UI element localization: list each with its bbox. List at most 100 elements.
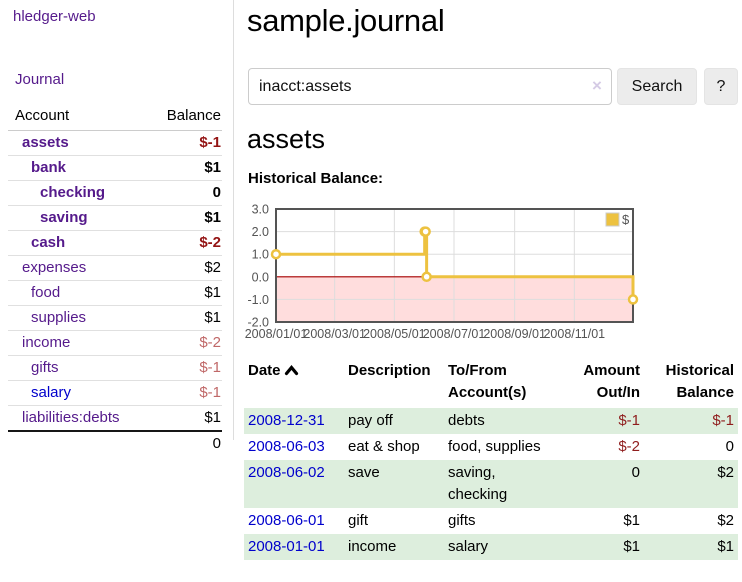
accounts-cell: food, supplies xyxy=(448,438,541,455)
date-cell: 2008-12-31 xyxy=(244,408,344,434)
account-balance: $2 xyxy=(145,255,222,281)
description-cell: income xyxy=(348,538,397,555)
sort-ascending-icon xyxy=(284,365,298,376)
register-header-historical: Historical Balance xyxy=(665,362,734,401)
sidebar-account-row: food $1 xyxy=(8,280,222,306)
account-link[interactable]: saving xyxy=(40,209,88,226)
account-balance: $1 xyxy=(145,405,222,431)
register-row: 2008-06-03 eat & shop food, supplies $-2 0 xyxy=(244,434,738,460)
amount-cell: 0 xyxy=(631,464,640,481)
account-name-cell: saving xyxy=(8,205,146,231)
nav-journal-link[interactable]: Journal xyxy=(15,71,65,88)
total-balance: 0 xyxy=(145,430,222,456)
legend-label: $ xyxy=(622,212,630,227)
sidebar-account-row: checking 0 xyxy=(8,180,222,206)
svg-text:2.0: 2.0 xyxy=(252,225,269,239)
svg-text:2008/03/01: 2008/03/01 xyxy=(303,327,366,341)
account-balance: 0 xyxy=(145,180,222,206)
register-header-amount: Amount Out/In xyxy=(583,362,640,401)
search-button[interactable]: Search xyxy=(617,68,697,105)
account-link[interactable]: checking xyxy=(40,184,106,201)
historical-balance-chart: $3.0 2.0 1.0 0.0 -1.0 -2.02008/01/012008/03/0… xyxy=(245,203,639,341)
amount-cell: $-2 xyxy=(618,438,640,455)
accounts-table-header: Account Balance xyxy=(8,103,222,131)
account-link[interactable]: income xyxy=(22,334,71,351)
date-cell: 2008-06-03 xyxy=(244,434,344,460)
date-link[interactable]: 2008-06-02 xyxy=(248,464,325,481)
account-link[interactable]: salary xyxy=(31,384,72,401)
svg-text:-2.0: -2.0 xyxy=(247,316,269,330)
account-balance: $1 xyxy=(145,205,222,231)
description-cell: save xyxy=(348,464,380,481)
account-link[interactable]: bank xyxy=(31,159,67,176)
svg-text:2008/01/01: 2008/01/01 xyxy=(245,327,308,341)
svg-text:2008/07/01: 2008/07/01 xyxy=(423,327,486,341)
balance-cell: $-1 xyxy=(712,412,734,429)
register-header-tofrom: To/From Account(s) xyxy=(448,362,527,401)
svg-text:2008/09/01: 2008/09/01 xyxy=(483,327,546,341)
account-link[interactable]: assets xyxy=(22,134,69,151)
account-name-cell: checking xyxy=(8,180,146,206)
accounts-cell: saving, checking xyxy=(448,464,508,503)
accounts-cell: gifts xyxy=(448,512,476,529)
svg-text:3.0: 3.0 xyxy=(252,203,269,217)
sidebar-account-row: liabilities:debts $1 xyxy=(8,405,222,431)
svg-text:2008/11/01: 2008/11/01 xyxy=(543,327,605,341)
register-row: 2008-12-31 pay off debts $-1 $-1 xyxy=(244,408,738,434)
account-name-cell: cash xyxy=(8,230,146,256)
date-link[interactable]: 2008-06-03 xyxy=(248,438,325,455)
sidebar-account-row: expenses $2 xyxy=(8,255,222,281)
date-link[interactable]: 2008-01-01 xyxy=(248,538,325,555)
account-name-cell: expenses xyxy=(8,255,146,281)
help-button[interactable]: ? xyxy=(704,68,738,105)
date-link[interactable]: 2008-06-01 xyxy=(248,512,325,529)
account-link[interactable]: supplies xyxy=(31,309,87,326)
svg-text:1.0: 1.0 xyxy=(252,248,269,262)
account-link[interactable]: gifts xyxy=(31,359,59,376)
svg-text:2008/05/01: 2008/05/01 xyxy=(363,327,426,341)
sidebar-account-row: income $-2 xyxy=(8,330,222,356)
date-cell: 2008-01-01 xyxy=(244,534,344,560)
chart-title: Historical Balance: xyxy=(248,170,384,187)
amount-cell: $1 xyxy=(623,512,640,529)
account-name-cell: bank xyxy=(8,155,146,181)
account-balance: $-2 xyxy=(145,230,222,256)
account-name-cell: assets xyxy=(8,130,146,156)
account-balance: $-1 xyxy=(145,130,222,156)
register-row: 2008-06-02 save saving, checking 0 $2 xyxy=(244,460,738,508)
account-name-cell: liabilities:debts xyxy=(8,405,146,431)
sidebar-account-row: gifts $-1 xyxy=(8,355,222,381)
accounts-cell: debts xyxy=(448,412,485,429)
account-heading: assets xyxy=(247,124,326,154)
app-title-link[interactable]: hledger-web xyxy=(13,8,96,25)
sidebar-account-row: cash $-2 xyxy=(8,230,222,256)
clear-search-icon[interactable]: × xyxy=(592,76,602,95)
account-balance: $-1 xyxy=(145,355,222,381)
sidebar-account-row: assets $-1 xyxy=(8,130,222,156)
account-name-cell: food xyxy=(8,280,146,306)
account-link[interactable]: liabilities:debts xyxy=(22,409,120,426)
amount-cell: $1 xyxy=(623,538,640,555)
account-link[interactable]: expenses xyxy=(22,259,87,276)
sidebar-account-row: bank $1 xyxy=(8,155,222,181)
account-link[interactable]: cash xyxy=(31,234,66,251)
sidebar-account-row: salary $-1 xyxy=(8,380,222,406)
balance-cell: 0 xyxy=(725,438,734,455)
account-balance: $-1 xyxy=(145,380,222,406)
balance-cell: $1 xyxy=(717,538,734,555)
account-balance: $1 xyxy=(145,280,222,306)
page-title: sample.journal xyxy=(247,3,445,38)
account-name-cell: income xyxy=(8,330,146,356)
sidebar-total-row: 0 xyxy=(8,430,222,456)
search-input[interactable] xyxy=(248,68,612,105)
amount-cell: $-1 xyxy=(618,412,640,429)
account-column-header: Account xyxy=(8,103,146,131)
date-cell: 2008-06-01 xyxy=(244,508,344,534)
balance-cell: $2 xyxy=(717,512,734,529)
register-header-date[interactable]: Date xyxy=(244,358,344,408)
account-link[interactable]: food xyxy=(31,284,61,301)
register-row: 2008-01-01 income salary $1 $1 xyxy=(244,534,738,560)
description-cell: pay off xyxy=(348,412,393,429)
sidebar-account-row: saving $1 xyxy=(8,205,222,231)
date-link[interactable]: 2008-12-31 xyxy=(248,412,325,429)
